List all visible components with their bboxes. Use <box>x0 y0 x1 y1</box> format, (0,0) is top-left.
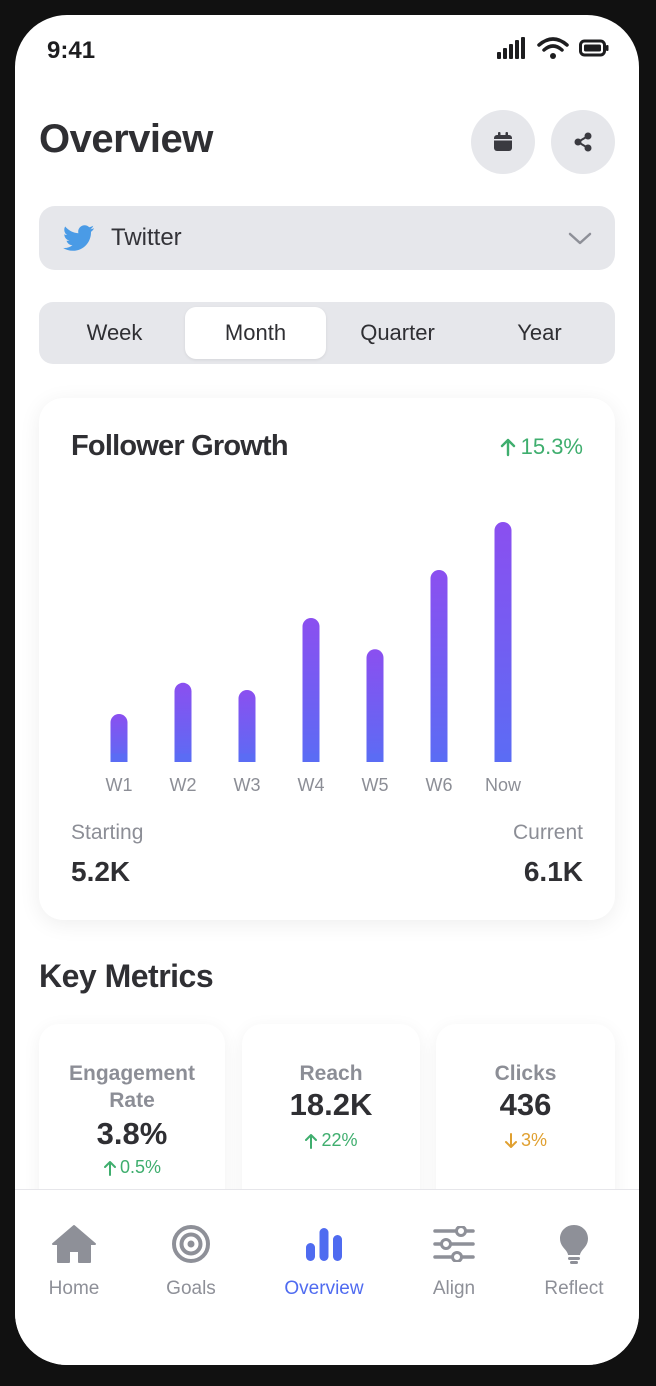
metric-delta: 22% <box>242 1130 420 1151</box>
chevron-down-icon <box>568 232 592 245</box>
chart-bar-base <box>366 753 384 762</box>
chart-bar-w2 <box>174 682 192 762</box>
chart-bar-w6 <box>430 570 448 762</box>
starting-value: 5.2K <box>71 856 131 887</box>
battery-icon <box>579 39 609 57</box>
lightbulb-icon <box>560 1225 588 1264</box>
target-icon <box>172 1225 210 1263</box>
period-year[interactable]: Year <box>517 320 562 345</box>
status-time: 9:41 <box>47 37 96 64</box>
arrow-up-icon <box>103 1160 116 1176</box>
metric-label: Clicks <box>494 1062 557 1085</box>
metric-value: 18.2K <box>289 1087 373 1122</box>
chart-bar-w1 <box>110 714 128 762</box>
screen: 9:41 Overview <box>15 15 639 1365</box>
tab-reflect[interactable]: Reflect <box>524 1222 624 1300</box>
tab-home[interactable]: Home <box>24 1222 124 1300</box>
wifi-icon <box>537 37 569 59</box>
chart-tick-label: W4 <box>298 775 325 795</box>
status-bar: 9:41 <box>15 15 639 87</box>
period-segmented-control: Week Month Quarter Year <box>39 302 615 364</box>
tab-goals[interactable]: Goals <box>141 1222 241 1300</box>
growth-badge: 15.3% <box>499 434 583 460</box>
page-title: Overview <box>39 117 213 161</box>
share-button[interactable] <box>551 110 615 174</box>
chart-tick-label: W6 <box>426 775 453 795</box>
sliders-icon <box>433 1226 475 1262</box>
tab-label: Home <box>48 1278 100 1299</box>
metric-delta-value: 0.5% <box>119 1157 162 1177</box>
card-title: Follower Growth <box>71 430 289 462</box>
arrow-down-icon <box>504 1132 517 1148</box>
chart-bar-base <box>494 753 512 762</box>
metric-delta-value: 22% <box>321 1130 358 1150</box>
metric-delta: 0.5% <box>39 1157 225 1178</box>
platform-dropdown[interactable]: Twitter <box>39 206 615 270</box>
chart-bar-w4 <box>302 618 320 762</box>
metric-delta: 3% <box>436 1130 615 1151</box>
chart-tick-label: W5 <box>362 775 389 795</box>
metric-value: 436 <box>499 1087 552 1122</box>
chart-bar-now <box>494 522 512 762</box>
chart-bar-w5 <box>366 649 384 762</box>
status-icons <box>497 37 609 59</box>
period-quarter[interactable]: Quarter <box>360 320 435 345</box>
metric-label: Reach <box>299 1062 363 1085</box>
metric-delta-value: 3% <box>520 1130 547 1150</box>
tab-label: Goals <box>166 1278 216 1299</box>
share-icon <box>574 132 592 152</box>
home-icon <box>52 1225 96 1263</box>
arrow-up-icon <box>500 438 515 457</box>
chart-bar-base <box>430 753 448 762</box>
tab-label: Align <box>432 1278 476 1299</box>
signal-icon <box>497 37 525 59</box>
platform-label: Twitter <box>111 224 182 251</box>
key-metrics-title: Key Metrics <box>39 958 214 994</box>
follower-bar-chart: W1 W2 W3 W4 W5 W6 Now <box>106 522 522 795</box>
tab-overview[interactable]: Overview <box>274 1222 374 1300</box>
tab-align[interactable]: Align <box>404 1222 504 1300</box>
bottom-tab-bar: Home Goals Overview <box>15 1189 639 1365</box>
period-week[interactable]: Week <box>86 320 143 345</box>
starting-label: Starting <box>71 821 144 844</box>
tab-label: Reflect <box>544 1278 604 1299</box>
twitter-bird-icon <box>63 225 94 251</box>
follower-growth-card: Follower Growth 15.3% W1 W2 W3 W4 W5 W6 Now St… <box>39 398 615 920</box>
chart-tick-label: W3 <box>234 775 261 795</box>
current-label: Current <box>512 821 583 844</box>
chart-bar-w3 <box>238 690 256 762</box>
arrow-up-icon <box>305 1133 318 1149</box>
chart-bar-base <box>302 753 320 762</box>
growth-value: 15.3% <box>520 434 583 459</box>
current-value: 6.1K <box>523 856 583 887</box>
chart-bar-base <box>110 753 128 762</box>
chart-bar-base <box>174 753 192 762</box>
metric-value: 3.8% <box>96 1116 168 1151</box>
chart-bar-base <box>238 753 256 762</box>
chart-tick-label: W2 <box>170 775 197 795</box>
bar-chart-icon <box>306 1228 342 1261</box>
calendar-button[interactable] <box>471 110 535 174</box>
calendar-icon <box>494 132 512 151</box>
chart-tick-label: Now <box>485 775 522 795</box>
metric-label: Engagement Rate <box>68 1062 196 1112</box>
period-month[interactable]: Month <box>185 307 326 359</box>
tab-label: Overview <box>284 1278 364 1299</box>
chart-tick-label: W1 <box>106 775 133 795</box>
